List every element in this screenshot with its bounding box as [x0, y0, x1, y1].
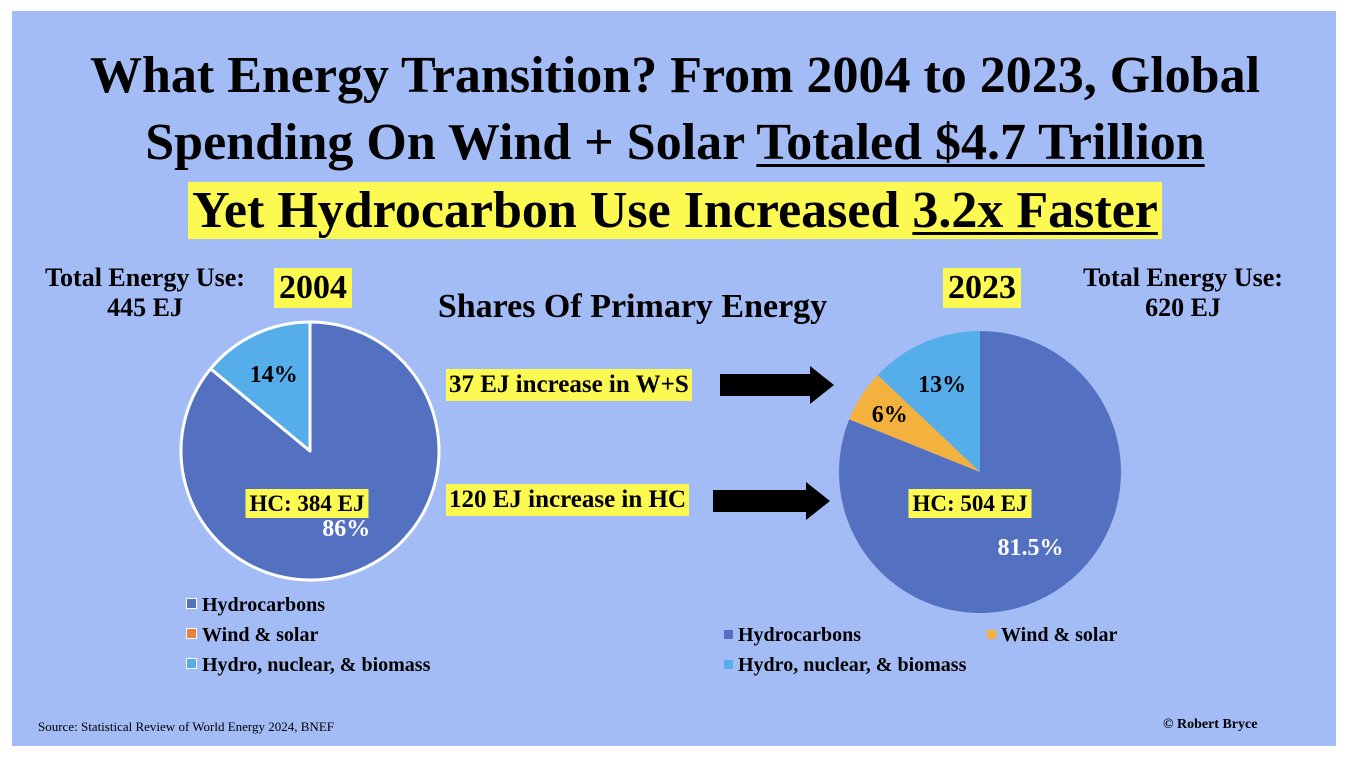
- legend-label: Hydro, nuclear, & biomass: [202, 654, 431, 676]
- right-total-value: 620 EJ: [1145, 293, 1221, 322]
- pie-2023-slice-1: [849, 375, 980, 472]
- source-note: Source: Statistical Review of World Ener…: [38, 719, 334, 734]
- chart-subtitle: Shares Of Primary Energy: [437, 288, 828, 325]
- left-legend-item-hydrocarbons: Hydrocarbons: [186, 594, 325, 617]
- left-year: 2004: [274, 268, 352, 308]
- pie-2004-annotation: HC: 384 EJ: [245, 489, 369, 518]
- pie-2023-label-0: 81.5%: [998, 535, 1064, 561]
- pie-2004-label-0: 86%: [322, 516, 370, 542]
- legend-label: Wind & solar: [1001, 624, 1118, 646]
- legend-swatch-hydrocarbons: [186, 598, 197, 609]
- pie-2004-label-2: 14%: [250, 362, 298, 388]
- title-line-3-underlined: 3.2x Faster: [912, 182, 1158, 239]
- arrow-wind-solar: [720, 366, 834, 404]
- left-total-label: Total Energy Use:: [45, 263, 245, 292]
- left-legend-item-hydro-nuclear-biomass: Hydro, nuclear, & biomass: [186, 654, 430, 677]
- legend-swatch-hydro: [724, 660, 733, 669]
- title-line-1: What Energy Transition? From 2004 to 202…: [89, 47, 1261, 104]
- arrow-hydrocarbons: [713, 482, 830, 520]
- right-total-label: Total Energy Use:: [1083, 263, 1283, 292]
- legend-label: Hydrocarbons: [202, 594, 325, 616]
- pie-2023-annotation-bg: [908, 489, 1032, 518]
- title-line-2: Spending On Wind + Solar Totaled $4.7 Tr…: [0, 112, 1350, 174]
- title-line-3-highlight: Yet Hydrocarbon Use Increased 3.2x Faste…: [188, 182, 1162, 239]
- legend-label: Hydrocarbons: [738, 624, 861, 646]
- pie-2004-annotation-text: HC: 384 EJ: [250, 491, 365, 516]
- pie-2023-annotation-text: HC: 504 EJ: [913, 491, 1028, 516]
- legend-swatch-wind-solar: [987, 630, 996, 639]
- right-legend-item-wind-solar: Wind & solar: [987, 624, 1117, 647]
- title-line-2-text: Spending On Wind + Solar: [145, 114, 757, 171]
- legend-label: Hydro, nuclear, & biomass: [738, 654, 967, 676]
- pie-2023-slice-2: [877, 331, 980, 472]
- left-total-value: 445 EJ: [107, 293, 183, 322]
- legend-swatch-hydro: [186, 658, 197, 669]
- legend-label: Wind & solar: [202, 624, 319, 646]
- right-legend-item-hydro-nuclear-biomass: Hydro, nuclear, & biomass: [724, 654, 966, 677]
- arrow-label-ws: 37 EJ increase in W+S: [446, 369, 692, 401]
- pie-2023-annotation: HC: 504 EJ: [908, 489, 1032, 518]
- left-legend-item-wind-solar: Wind & solar: [186, 624, 318, 647]
- title-line-3: Yet Hydrocarbon Use Increased 3.2x Faste…: [0, 180, 1350, 242]
- pie-2023-label-2: 13%: [918, 372, 966, 398]
- pie-2023-label-1: 6%: [872, 402, 908, 428]
- right-year: 2023: [943, 268, 1021, 308]
- title-line-3-text: Yet Hydrocarbon Use Increased: [192, 182, 913, 239]
- pie-2004-slice-2: [209, 320, 312, 453]
- arrow-label-hc: 120 EJ increase in HC: [446, 484, 690, 516]
- credit-note: © Robert Bryce: [1163, 717, 1258, 732]
- legend-swatch-hydrocarbons: [724, 630, 733, 639]
- legend-swatch-wind-solar: [186, 628, 197, 639]
- pie-2004-annotation-bg: [245, 489, 369, 518]
- right-legend-item-hydrocarbons: Hydrocarbons: [724, 624, 861, 647]
- title-line-2-underlined: Totaled $4.7 Trillion: [756, 114, 1205, 171]
